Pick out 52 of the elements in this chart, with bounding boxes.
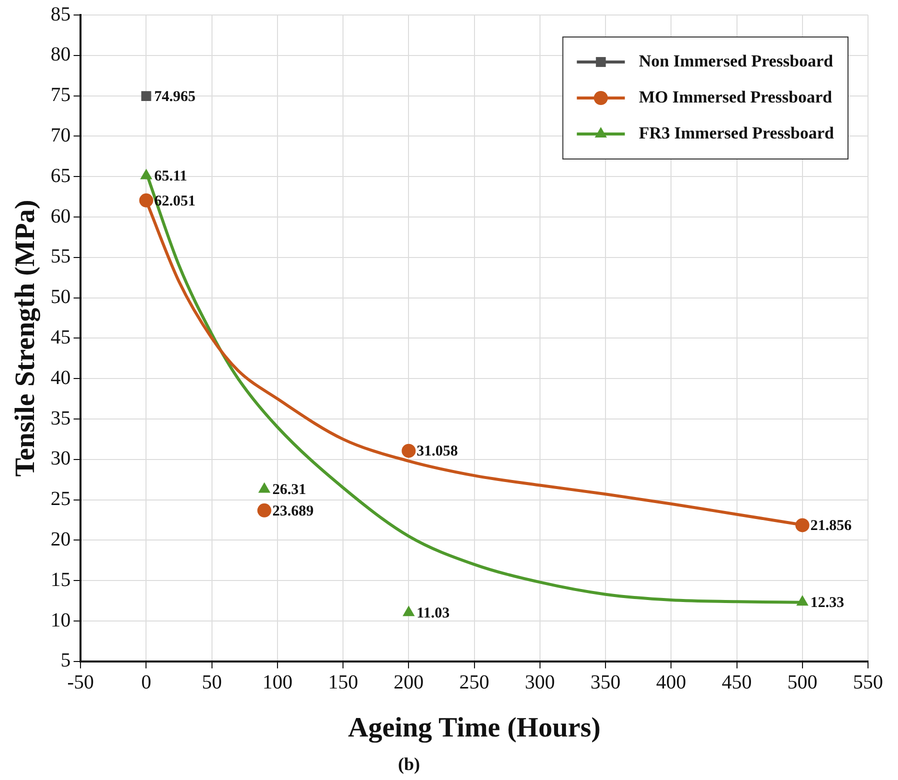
y-tick-label: 55 [50, 246, 71, 268]
y-tick-label: 10 [50, 609, 71, 632]
x-tick-label: 450 [722, 672, 752, 694]
point [402, 444, 416, 458]
data-label: 11.03 [416, 606, 450, 622]
point [402, 606, 415, 616]
point [795, 518, 810, 532]
x-tick-label: 100 [262, 672, 292, 694]
legend-label: FR3 Immersed Pressboard [638, 123, 835, 142]
y-tick-label: 45 [50, 326, 71, 348]
data-label: 74.965 [154, 88, 196, 105]
y-tick-label: 20 [50, 528, 71, 550]
x-axis-title: Ageing Time (Hours) [348, 712, 601, 744]
y-tick-label: 60 [50, 205, 71, 228]
x-tick-label: 400 [656, 672, 686, 694]
x-tick-label: 50 [202, 672, 222, 694]
data-label: 23.689 [272, 503, 314, 520]
y-tick-label: 75 [50, 84, 71, 106]
y-tick-label: 5 [60, 650, 71, 672]
point [796, 595, 808, 606]
x-tick-label: 500 [787, 672, 818, 694]
y-tick-label: 40 [50, 366, 71, 389]
text: (b) [398, 754, 420, 774]
point [139, 193, 154, 208]
point [257, 503, 272, 518]
data-label: 31.058 [416, 444, 458, 460]
x-tick-label: 150 [328, 672, 358, 694]
x-tick-label: -50 [67, 672, 94, 694]
legend-label: MO Immersed Pressboard [638, 87, 833, 106]
y-tick-label: 50 [50, 286, 71, 308]
y-tick-label: 80 [50, 44, 71, 66]
y-tick-label: 70 [50, 124, 71, 146]
y-tick-label: 35 [50, 407, 71, 430]
point [141, 91, 152, 102]
x-tick-label: 300 [524, 672, 555, 694]
y-tick-label: 65 [50, 164, 71, 187]
point [258, 482, 270, 493]
x-tick-label: 0 [141, 672, 152, 694]
x-tick-label: 250 [459, 672, 490, 694]
data-label: 65.11 [154, 168, 188, 185]
y-tick-label: 15 [50, 568, 71, 591]
x-tick-label: 350 [590, 672, 621, 694]
y-tick-label: 30 [50, 448, 71, 470]
legend-label: Non Immersed Pressboard [638, 51, 834, 70]
data-label: 21.856 [810, 518, 852, 534]
x-tick-label: 200 [394, 672, 424, 694]
data-label: 12.33 [810, 595, 844, 612]
y-tick-label: 25 [50, 488, 71, 510]
y-tick-label: 85 [50, 3, 71, 26]
y-axis-title: Tensile Strength (MPa) [10, 200, 42, 477]
x-tick-label: 550 [853, 672, 883, 694]
data-label: 26.31 [272, 482, 306, 498]
